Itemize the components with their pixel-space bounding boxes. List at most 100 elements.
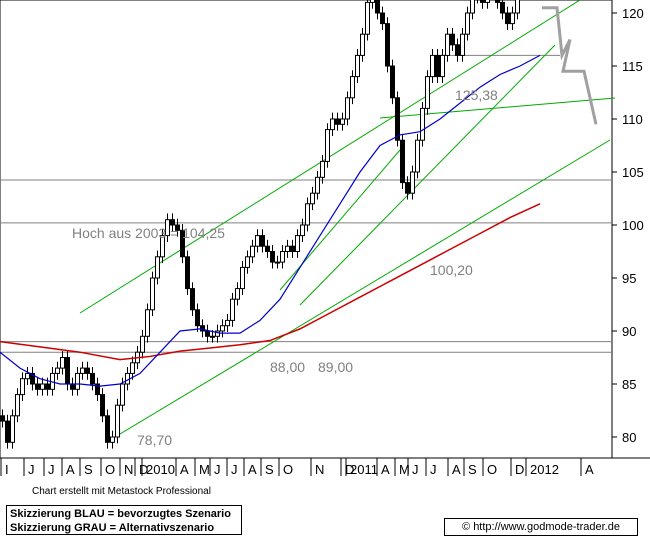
x-tick-label: A [180,462,189,477]
y-tick-label: 120 [622,6,644,21]
candle-body [150,277,155,311]
candle-body [45,383,50,390]
candle-body [190,288,195,311]
candle-body [435,54,440,78]
candle-body [445,33,450,56]
candle-body [270,251,275,263]
candle-body [420,107,425,141]
trend-line [279,149,401,291]
candle-body [325,129,330,162]
y-tick-label: 110 [622,112,643,127]
moving-average-red [0,203,541,361]
candle-body [215,330,220,337]
candle-body [60,357,65,369]
candle-body [385,23,390,67]
x-tick-label: 2012 [530,462,559,477]
x-tick-label: A [585,462,594,477]
candle-body [480,0,485,3]
x-tick-label: J [412,462,419,477]
candle-body [0,415,5,422]
candle-body [280,251,285,263]
y-tick-label: 115 [622,59,643,74]
candle-body [360,33,365,56]
candle-body [310,192,315,205]
candle-body [130,362,135,374]
candle-body [460,33,465,56]
candle-body [395,97,400,141]
y-tick-label: 85 [622,377,636,392]
x-tick-label: S [265,462,274,477]
x-tick-label: O [487,462,497,477]
x-tick-label: J [231,462,238,477]
candle-body [65,357,70,385]
candle-body [400,139,405,184]
candle-body [75,372,80,390]
x-tick-label: O [105,462,115,477]
candle-body [250,245,255,258]
x-tick-label: J [214,462,221,477]
candle-body [465,12,470,35]
x-tick-label: N [124,462,133,477]
moving-average-blue [0,54,541,387]
candle-body [195,309,200,327]
candle-body [140,335,145,353]
candle-body [265,245,270,252]
candle-body [355,54,360,78]
candle-body [30,372,35,385]
candle-body [495,0,500,3]
x-tick-label: O [283,462,293,477]
trend-line [109,139,611,441]
candle-body [100,394,105,417]
candle-body [230,298,235,321]
candle-body [170,219,175,226]
x-tick-label: J [430,462,437,477]
trend-line [379,97,616,119]
x-tick-label: A [66,462,75,477]
x-tick-label: 2011 [350,462,378,477]
price-chart: Hoch aus 2003 = 104,25 100,20 88,00 89,00 78… [0,0,650,477]
candle-body [370,0,375,3]
x-tick-label: D [345,462,354,477]
candle-body [40,383,45,390]
candle-body [120,383,125,406]
candle-body [390,65,395,99]
y-tick-label: 80 [622,430,636,445]
candle-body [315,176,320,194]
x-tick-label: M [399,462,410,477]
candle-body [85,367,90,374]
x-tick-label: A [248,462,257,477]
annotation-level-88: 88,00 [270,359,305,375]
candle-body [205,330,210,337]
trend-line [299,44,556,306]
scenario-grey-path [542,6,598,125]
source-link[interactable]: © http://www.godmode-trader.de [444,518,638,536]
candle-body [155,256,160,279]
x-tick-label: J [28,462,35,477]
x-tick-label: J [48,462,55,477]
scenario-legend: Skizzierung BLAU = bevorzugtes Szenario … [6,505,242,535]
candle-body [505,12,510,25]
candle-body [175,224,180,231]
candle-body [15,394,20,417]
candle-body [200,325,205,332]
legend-grey-scenario: Skizzierung GRAU = Alternativszenario [10,522,215,534]
candle-body [275,261,280,264]
candle-body [115,404,120,438]
x-tick-label: I [5,462,9,477]
candle-body [320,160,325,178]
candle-body [220,325,225,332]
candle-body [415,139,420,173]
candle-body [440,54,445,78]
candle-body [410,171,415,194]
candle-body [210,335,215,338]
candle-body [145,309,150,337]
annotation-high-12538: 125,38 [455,87,498,103]
candle-body [430,54,435,78]
candle-body [305,203,310,226]
candle-body [335,118,340,125]
x-tick-label: S [468,462,477,477]
candle-body [105,415,110,443]
candle-body [25,372,30,380]
candle-body [240,266,245,290]
candle-body [185,256,190,290]
